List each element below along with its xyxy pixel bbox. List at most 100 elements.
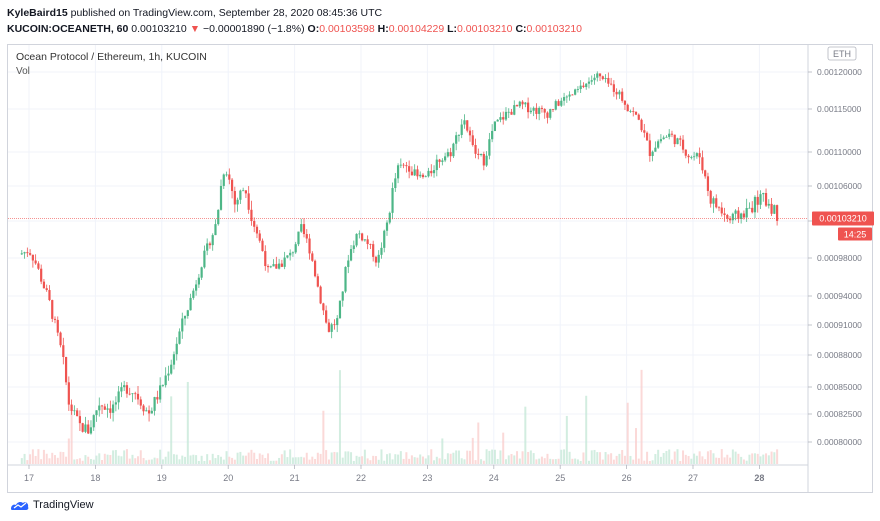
candle-body [621,91,624,101]
candle-body [139,399,142,406]
volume-bar [156,458,159,464]
candle-body [665,136,668,138]
candle-body [640,119,643,131]
volume-bar [289,449,292,464]
volume-bar [690,458,693,464]
volume-bar [521,451,524,464]
author-name[interactable]: KyleBaird15 [7,7,68,19]
price-axis[interactable]: 0.00120000 0.00115000 0.00110000 0.00106000… [808,67,862,447]
volume-bar [358,456,361,464]
candle-body [70,404,73,412]
x-tick-label: 22 [356,473,366,483]
x-tick-label: 17 [24,473,34,483]
volume-bar [718,457,721,464]
volume-bar [493,449,496,464]
publish-line: KyleBaird15 published on TradingView.com… [7,7,382,19]
volume-bar [706,451,709,464]
candle-body [610,83,613,85]
volume-bar [457,450,460,464]
volume-bar [73,459,76,464]
volume-bar [258,453,261,464]
close-value: 0.00103210 [526,23,583,35]
volume-bar [676,449,679,464]
candle-body [261,240,264,252]
volume-bar [593,449,596,464]
candle-body [687,155,690,158]
candle-body [527,102,530,113]
volume-bar [103,453,106,464]
volume-bar [106,454,109,464]
volume-bar [34,455,37,464]
candle-body [100,405,104,407]
volume-bar [646,451,649,464]
candle-body [670,133,674,135]
volume-bar [161,459,164,464]
candle-body [200,267,203,278]
candle-body [156,397,159,400]
candle-body [529,110,532,113]
candle-body [313,260,317,277]
candle-body [441,160,444,162]
volume-bar [45,453,48,464]
candle-body [645,132,649,141]
grid [8,45,808,465]
volume-bar [327,459,330,464]
volume-bar [474,460,477,464]
candle-body [264,251,267,267]
candle-body [679,138,682,140]
y-tick-label: 0.00085000 [817,382,862,392]
volume-bar [737,453,740,464]
volume-bar [410,455,413,464]
volume-bar [42,449,45,464]
volume-bar [723,457,726,464]
price-change: −0.00001890 (−1.8%) [203,23,305,35]
x-tick-label: 21 [290,473,300,483]
candle-body [78,416,82,424]
candle-body [427,170,430,177]
volume-bar [601,459,604,464]
candle-body [269,266,272,268]
volume-bar [145,460,148,464]
candle-body [225,174,228,176]
volume-bar [286,457,289,464]
volume-bar [446,453,449,464]
candle-body [654,147,657,152]
volume-bar [607,454,610,464]
volume-bar [596,452,599,464]
volume-bar [280,454,283,464]
volume-bar [275,460,278,464]
volume-legend: Vol [16,66,30,77]
candle-body [673,134,676,145]
candle-body [759,194,762,205]
volume-bar [413,457,416,464]
volume-bar [51,452,54,464]
tradingview-logo-icon[interactable] [10,499,30,511]
volume-bar [648,460,651,464]
volume-bar [87,456,90,464]
volume-bar [134,458,137,464]
candle-body [228,174,231,180]
volume-bar [504,459,507,464]
candle-body [294,244,297,253]
volume-bar [383,460,386,464]
volume-bar [554,459,557,464]
volume-bar [496,458,499,464]
currency-badge[interactable]: ETH [827,46,857,61]
time-axis[interactable]: 17 18 19 20 21 22 23 24 25 26 27 28 [24,465,764,483]
volume-bar [181,455,184,464]
candle-body [206,243,209,251]
volume-bar [175,454,178,464]
volume-bar [529,450,532,464]
volume-bar [776,449,779,464]
candle-body [192,290,195,298]
candle-body [560,100,563,106]
candle-body [435,159,438,171]
candle-body [684,149,687,156]
candle-body [297,231,300,245]
footer-brand[interactable]: TradingView [33,499,94,511]
symbol-interval[interactable]: KUCOIN:OCEANETH, 60 [7,23,129,35]
chart-frame[interactable] [7,44,873,493]
volume-bar [305,452,308,464]
candle-body [723,213,726,215]
